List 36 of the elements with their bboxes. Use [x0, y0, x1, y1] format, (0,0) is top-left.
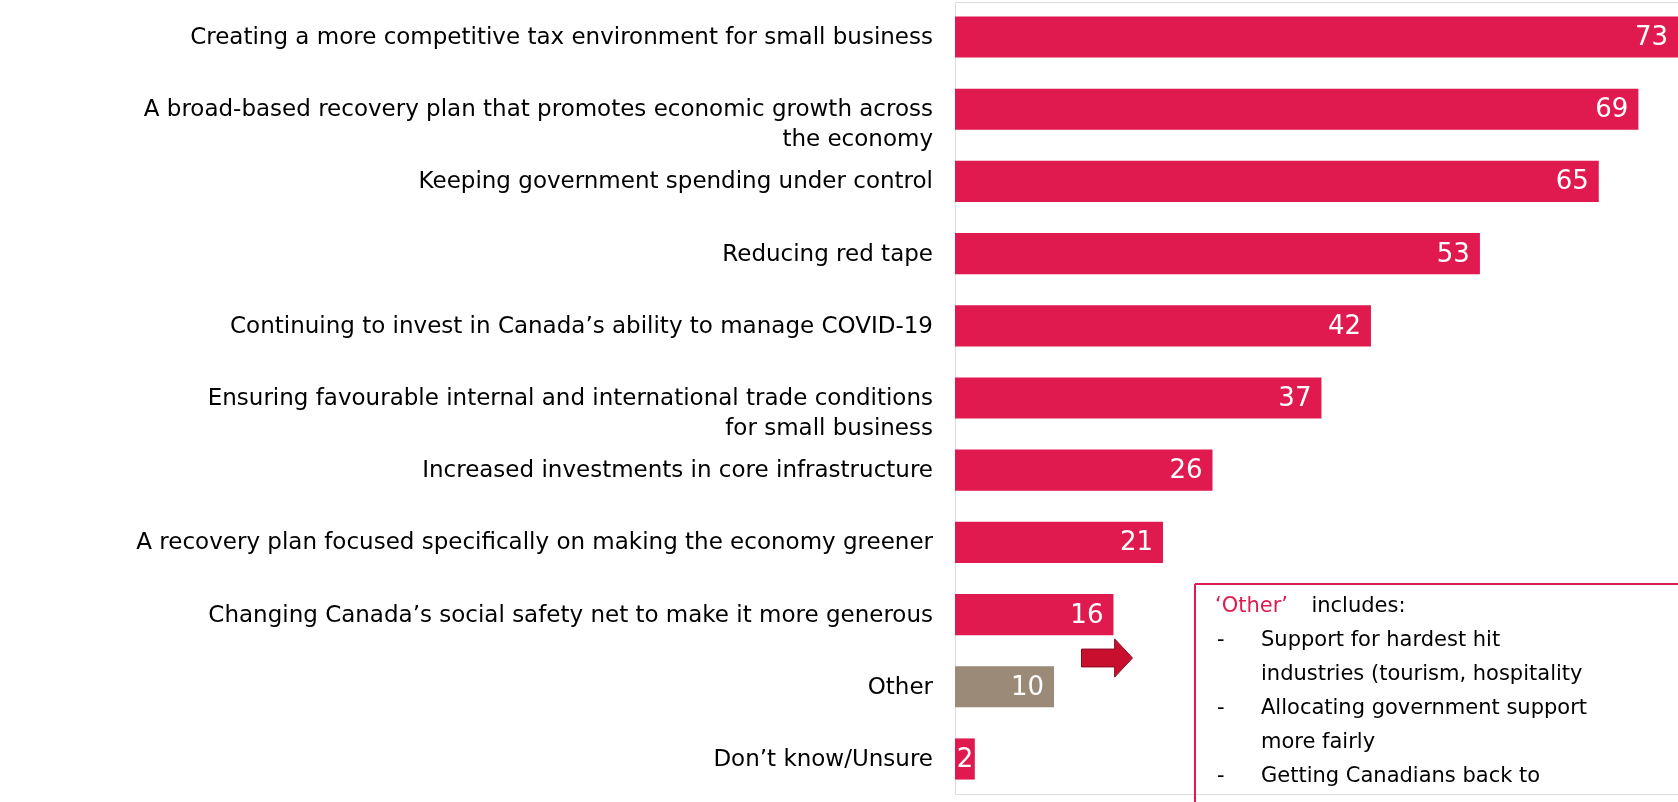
y-tick-label: Creating a more competitive tax environment for small business [190, 23, 933, 50]
text: - Getting Canadians back to [1217, 763, 1541, 787]
text: - Support for hardest hit industries (tourism, hospitality [1217, 627, 1583, 685]
data-label: 26 [1169, 454, 1203, 485]
data-label: 53 [1436, 237, 1470, 268]
data-label: 73 [1634, 21, 1668, 52]
y-tick-label: Changing Canada’s social safety net to make it more generous [208, 600, 933, 627]
y-tick-label: Increased investments in core infrastructure [422, 456, 933, 483]
y-tick-label: Don’t know/Unsure [713, 744, 933, 771]
y-tick-label: A recovery plan focused specifically on making the economy greener [136, 528, 934, 555]
y-tick-label: Continuing to invest in Canada’s ability to manage COVID-19 [230, 311, 933, 338]
bar [955, 305, 1371, 347]
data-label: 21 [1119, 526, 1153, 557]
data-label: 16 [1070, 598, 1104, 629]
data-label: 65 [1555, 165, 1589, 196]
bar [955, 449, 1213, 491]
data-label: 2 [956, 742, 974, 773]
bar [955, 160, 1599, 202]
data-label: 42 [1327, 309, 1361, 340]
data-label: 69 [1595, 93, 1629, 124]
y-tick-label: Reducing red tape [722, 239, 933, 266]
data-label: 10 [1010, 670, 1045, 701]
y-tick-label: Ensuring favourable internal and international trade conditions for small business [207, 384, 933, 440]
y-tick-label: Keeping government spending under control [418, 167, 933, 194]
y-tick-label: A broad-based recovery plan that promotes economic growth across the economy [143, 95, 933, 152]
bar [955, 233, 1480, 275]
bar [955, 666, 1055, 708]
data-label: 37 [1278, 382, 1312, 412]
bar [955, 521, 1163, 563]
bar [955, 88, 1639, 130]
y-tick-label: Other [867, 672, 934, 699]
annotation: ‘Other’ includes: [1215, 593, 1406, 617]
bar [955, 16, 1678, 58]
bar [955, 594, 1114, 636]
text: - Allocating government support more fairly [1217, 695, 1588, 753]
bar [955, 377, 1322, 419]
